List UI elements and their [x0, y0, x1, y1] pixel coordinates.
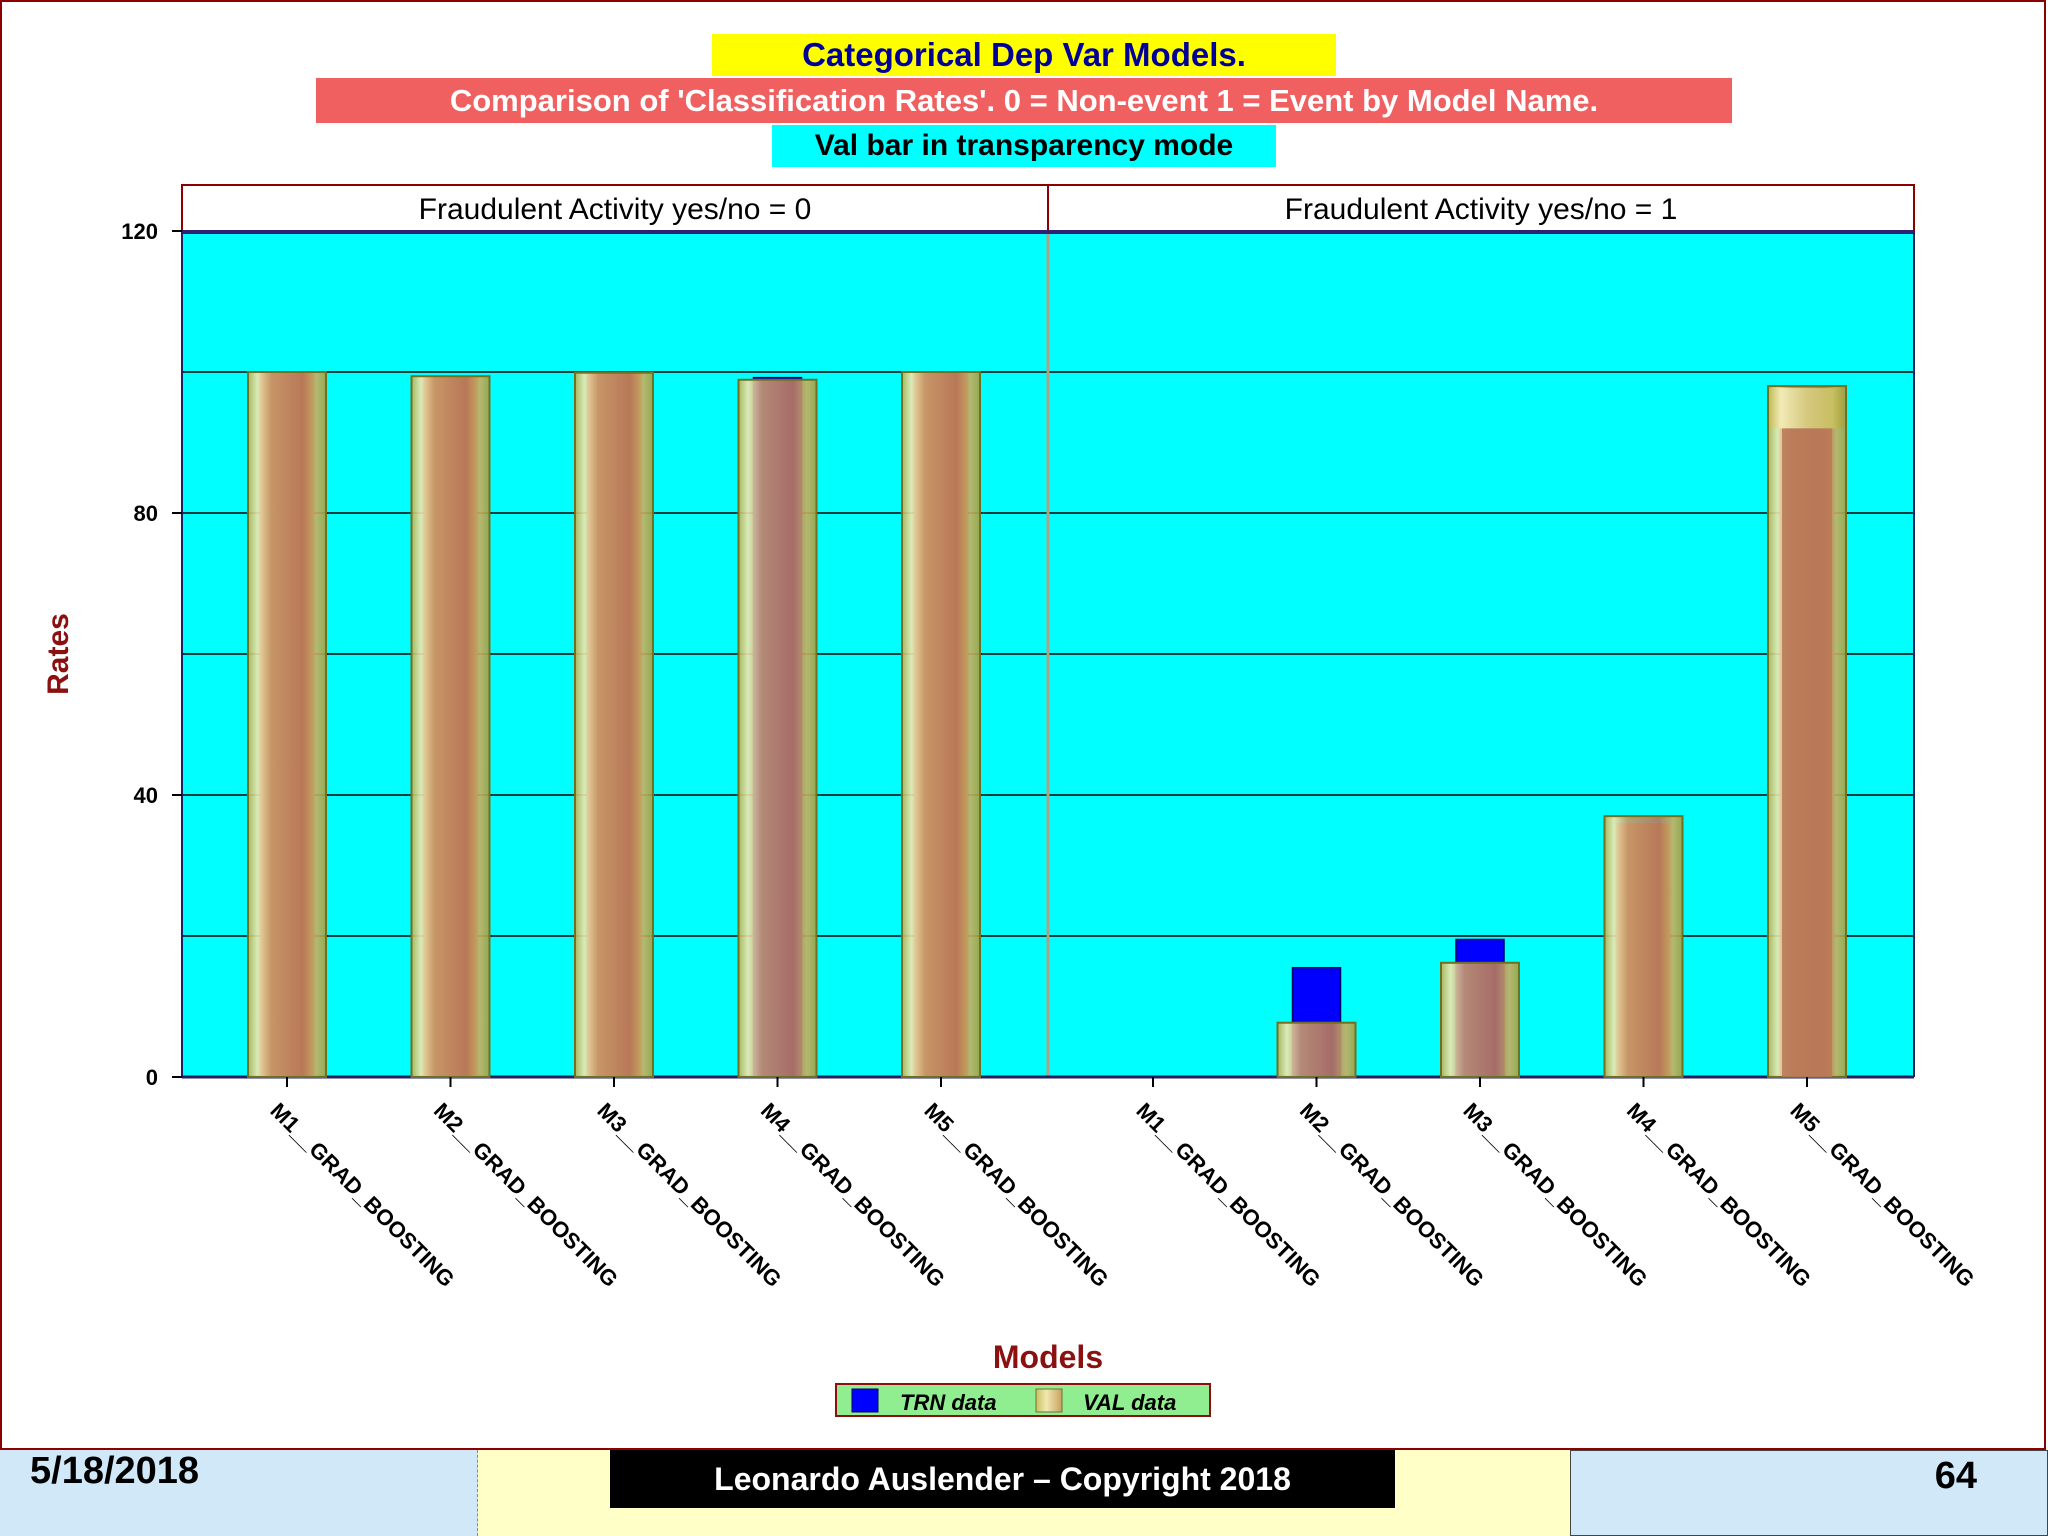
bar-val [1440, 961, 1520, 1078]
x-tick-label: M1__GRAD_BOOSTING [265, 1098, 459, 1292]
y-tick-label: 0 [146, 1065, 158, 1090]
x-tick-label: M5__GRAD_BOOSTING [919, 1098, 1113, 1292]
legend: TRN data VAL data [835, 1383, 1211, 1417]
bar-val-inner [1782, 428, 1832, 1077]
footer: 5/18/2018 Leonardo Auslender – Copyright… [0, 1450, 2048, 1536]
x-tick-label: M1__GRAD_BOOSTING [1131, 1098, 1325, 1292]
footer-copyright: Leonardo Auslender – Copyright 2018 [714, 1461, 1291, 1497]
y-tick-label: 80 [134, 501, 158, 526]
legend-box [835, 1383, 1211, 1417]
x-tick-label: M5__GRAD_BOOSTING [1785, 1098, 1979, 1292]
footer-left-panel: 5/18/2018 [0, 1450, 478, 1536]
legend-swatch-val [1035, 1388, 1063, 1413]
bar-val [247, 371, 327, 1078]
chart: Categorical Dep Var Models. Comparison o… [42, 34, 1979, 1417]
bar-val-excess [1770, 388, 1844, 429]
bar-val [1276, 1021, 1357, 1079]
title-bg [712, 34, 1336, 76]
x-tick-label: M3__GRAD_BOOSTING [1458, 1098, 1652, 1292]
x-tick-label: M4__GRAD_BOOSTING [1622, 1098, 1816, 1292]
footer-date: 5/18/2018 [30, 1450, 200, 1492]
bar-val [574, 371, 654, 1078]
subtitle-bg [316, 78, 1732, 123]
x-tick-label: M2__GRAD_BOOSTING [429, 1098, 623, 1292]
footer-copyright-box: Leonardo Auslender – Copyright 2018 [610, 1450, 1395, 1508]
y-tick-label: 120 [121, 219, 158, 244]
bar-val [1603, 815, 1684, 1079]
legend-label-trn: TRN data [900, 1390, 997, 1415]
bar-val [737, 378, 818, 1078]
x-axis-label: Models [993, 1339, 1103, 1375]
x-tick-label: M4__GRAD_BOOSTING [756, 1098, 950, 1292]
bar-val [901, 371, 981, 1078]
page-number: 64 [1934, 1455, 1977, 1497]
chart-title: Categorical Dep Var Models. [802, 36, 1246, 73]
chart-subtitle2: Val bar in transparency mode [815, 129, 1234, 162]
panel-label-1: Fraudulent Activity yes/no = 1 [1285, 193, 1678, 226]
y-axis-label: Rates [42, 613, 75, 695]
x-tick-label: M2__GRAD_BOOSTING [1295, 1098, 1489, 1292]
bar-val [410, 375, 491, 1079]
y-ticks: 0 40 80 120 [121, 219, 182, 1090]
panel-label-0: Fraudulent Activity yes/no = 0 [419, 193, 812, 226]
footer-right-panel: 64 [1570, 1450, 2048, 1536]
bars [247, 371, 1847, 1079]
legend-label-val: VAL data [1083, 1390, 1176, 1415]
legend-swatch-trn [851, 1388, 879, 1413]
chart-subtitle: Comparison of 'Classification Rates'. 0 … [450, 83, 1598, 118]
subtitle2-bg [772, 125, 1276, 167]
x-tick-label: M3__GRAD_BOOSTING [592, 1098, 786, 1292]
y-tick-label: 40 [134, 783, 158, 808]
x-ticks: M1__GRAD_BOOSTINGM2__GRAD_BOOSTINGM3__GR… [265, 1077, 1979, 1292]
